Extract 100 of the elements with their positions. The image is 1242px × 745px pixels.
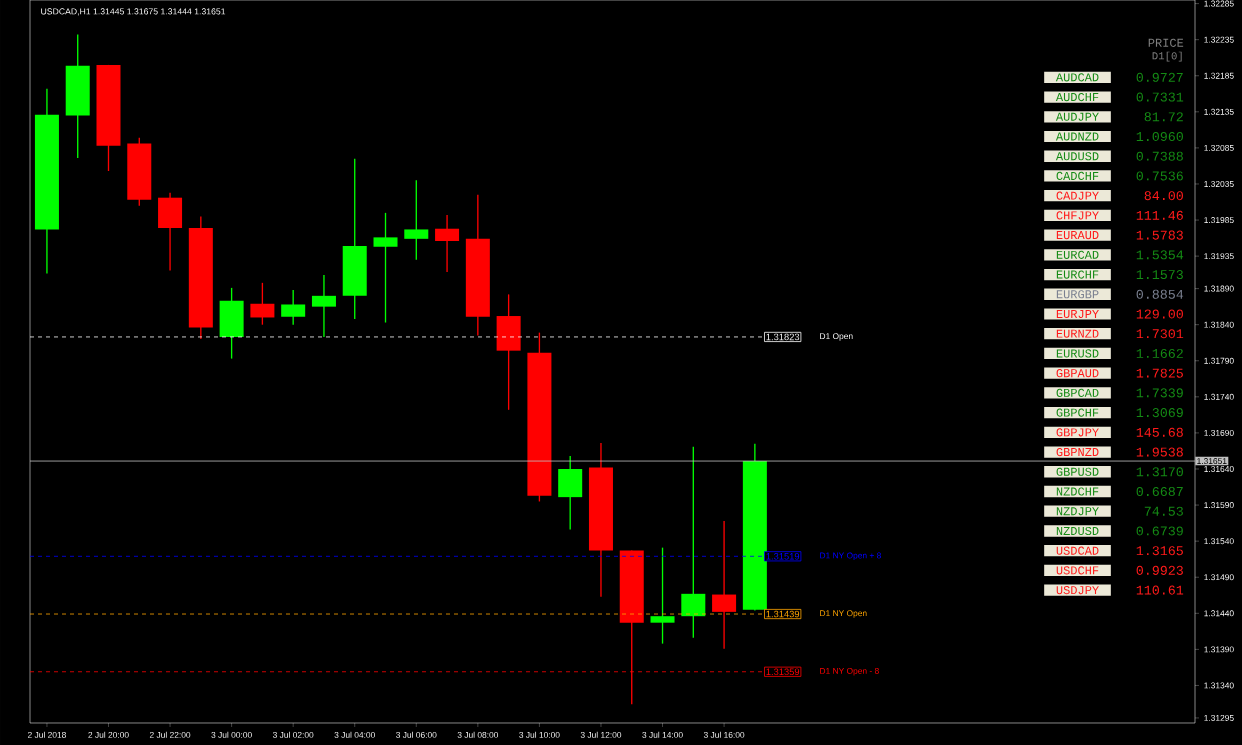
ref-line-label: 1.31651 bbox=[1197, 458, 1227, 465]
text: 1.7339 bbox=[1136, 388, 1183, 398]
annotation: 1.31823 bbox=[766, 333, 800, 341]
annotation: 1.31359 bbox=[766, 668, 800, 676]
y-tick-label: 1.31590 bbox=[1204, 502, 1234, 509]
y-tick-label: 1.31840 bbox=[1204, 321, 1234, 328]
y-tick-label: 1.32135 bbox=[1204, 108, 1234, 115]
text: 110.61 bbox=[1136, 585, 1184, 595]
text: 0.7536 bbox=[1136, 171, 1183, 181]
text: 84.00 bbox=[1144, 191, 1183, 201]
x-tick-label: 3 Jul 10:00 bbox=[519, 731, 560, 738]
candlestick bbox=[712, 520, 737, 650]
category-label: AUDCHF bbox=[1055, 92, 1099, 102]
text: 1.1662 bbox=[1136, 348, 1183, 358]
text: 1.7301 bbox=[1136, 329, 1184, 339]
category-label: GBPAUD bbox=[1056, 369, 1099, 378]
category-label: USDJPY bbox=[1056, 586, 1099, 595]
text: 1.1573 bbox=[1136, 270, 1183, 280]
category-label: GBPNZD bbox=[1056, 447, 1099, 457]
category-label: EURGBP bbox=[1056, 290, 1099, 299]
y-tick-label: 1.31390 bbox=[1204, 646, 1234, 653]
category-label: USDCAD bbox=[1056, 546, 1099, 555]
x-tick-label: 2 Jul 20:00 bbox=[88, 731, 129, 738]
category-label: AUDNZD bbox=[1055, 132, 1099, 141]
category-label: GBPCAD bbox=[1056, 388, 1099, 397]
y-tick-label: 1.32285 bbox=[1204, 0, 1234, 7]
y-tick-label: 1.31985 bbox=[1204, 217, 1234, 224]
category-label: NZDCHF bbox=[1056, 487, 1099, 496]
category-label: NZDUSD bbox=[1056, 526, 1099, 536]
category-label: EURCAD bbox=[1056, 250, 1099, 259]
category-label: AUDUSD bbox=[1055, 152, 1099, 161]
text: 1.5783 bbox=[1136, 230, 1183, 240]
candlestick bbox=[404, 179, 429, 261]
text: 0.7331 bbox=[1136, 92, 1184, 102]
text: 0.9923 bbox=[1136, 565, 1183, 575]
category-label: CADJPY bbox=[1056, 191, 1099, 200]
text: 0.7388 bbox=[1136, 151, 1183, 161]
y-tick-label: 1.31640 bbox=[1204, 466, 1234, 472]
text: PRICE bbox=[1148, 38, 1184, 47]
category-label: NZDJPY bbox=[1056, 507, 1099, 516]
ref-line-label: D1 NY Open + 8 bbox=[820, 552, 881, 561]
text: D1[0] bbox=[1152, 51, 1182, 62]
annotation: 1.31439 bbox=[766, 610, 800, 618]
y-tick-label: 1.32035 bbox=[1204, 181, 1234, 187]
y-tick-label: 1.31690 bbox=[1204, 429, 1234, 436]
text: USDCAD,H1 1.31445 1.31675 1.31444 1.31651 bbox=[41, 8, 226, 16]
category-label: EURNZD bbox=[1056, 329, 1099, 338]
x-tick-label: 2 Jul 22:00 bbox=[149, 731, 191, 738]
y-tick-label: 1.31440 bbox=[1204, 610, 1234, 617]
annotation: 1.31519 bbox=[766, 553, 800, 560]
text: 81.72 bbox=[1144, 112, 1183, 122]
x-tick-label: 3 Jul 06:00 bbox=[396, 731, 437, 738]
category-label: GBPJPY bbox=[1056, 428, 1099, 437]
y-tick-label: 1.31295 bbox=[1204, 714, 1234, 721]
text: 74.53 bbox=[1144, 506, 1183, 516]
y-tick-label: 1.31340 bbox=[1204, 682, 1234, 689]
category-label: EURUSD bbox=[1056, 349, 1099, 358]
text: 0.6687 bbox=[1136, 486, 1183, 497]
text: 1.9538 bbox=[1136, 447, 1183, 457]
candlestick bbox=[373, 212, 398, 324]
x-tick-label: 3 Jul 04:00 bbox=[334, 731, 375, 738]
y-tick-label: 1.31740 bbox=[1204, 393, 1234, 400]
ref-line-label: D1 NY Open bbox=[820, 610, 867, 618]
category-label: AUDCAD bbox=[1055, 73, 1099, 82]
x-tick-label: 3 Jul 00:00 bbox=[211, 731, 252, 738]
category-label: AUDJPY bbox=[1055, 112, 1099, 121]
y-tick-label: 1.31490 bbox=[1204, 574, 1234, 581]
text: 1.5354 bbox=[1136, 250, 1184, 260]
y-tick-label: 1.31790 bbox=[1204, 357, 1234, 364]
text: 1.0960 bbox=[1136, 131, 1183, 142]
category-label: CHFJPY bbox=[1056, 211, 1099, 220]
text: 1.3165 bbox=[1136, 546, 1183, 556]
category-label: USDCHF bbox=[1056, 566, 1099, 575]
category-label: CADCHF bbox=[1056, 171, 1099, 181]
category-label: EURAUD bbox=[1056, 231, 1099, 240]
x-tick-label: 3 Jul 16:00 bbox=[703, 731, 745, 738]
text: 145.68 bbox=[1136, 427, 1183, 437]
y-tick-label: 1.32235 bbox=[1204, 36, 1234, 43]
text: 1.7825 bbox=[1136, 368, 1183, 378]
ref-line-label: D1 NY Open - 8 bbox=[820, 667, 879, 676]
text: 0.8854 bbox=[1136, 289, 1184, 299]
category-label: EURJPY bbox=[1056, 309, 1099, 319]
candlestick bbox=[650, 546, 675, 645]
category-label: EURCHF bbox=[1056, 270, 1099, 279]
y-tick-label: 1.32085 bbox=[1204, 144, 1234, 151]
x-tick-label: 2 Jul 2018 bbox=[27, 731, 66, 738]
text: 1.3170 bbox=[1136, 467, 1183, 477]
y-tick-label: 1.31540 bbox=[1204, 538, 1234, 545]
x-tick-label: 3 Jul 02:00 bbox=[272, 731, 314, 738]
category-label: GBPCHF bbox=[1056, 408, 1099, 417]
text: 0.9727 bbox=[1136, 72, 1183, 82]
y-tick-label: 1.31890 bbox=[1204, 285, 1234, 292]
y-tick-label: 1.31935 bbox=[1204, 253, 1234, 260]
text: 1.3069 bbox=[1136, 408, 1183, 418]
text: 111.46 bbox=[1136, 210, 1183, 220]
x-tick-label: 3 Jul 12:00 bbox=[580, 731, 622, 738]
text: 129.00 bbox=[1136, 309, 1183, 319]
x-tick-label: 3 Jul 08:00 bbox=[457, 731, 499, 738]
category-label: GBPUSD bbox=[1056, 467, 1099, 476]
y-tick-label: 1.32185 bbox=[1204, 72, 1234, 79]
